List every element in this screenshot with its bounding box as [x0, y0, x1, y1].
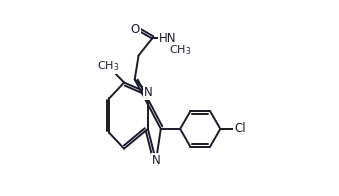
Text: CH$_3$: CH$_3$	[170, 43, 192, 57]
Text: N: N	[143, 86, 152, 99]
Text: HN: HN	[159, 32, 177, 45]
Text: Cl: Cl	[234, 122, 246, 135]
Text: N: N	[152, 154, 160, 167]
Text: CH$_3$: CH$_3$	[97, 59, 119, 73]
Text: O: O	[131, 23, 140, 36]
